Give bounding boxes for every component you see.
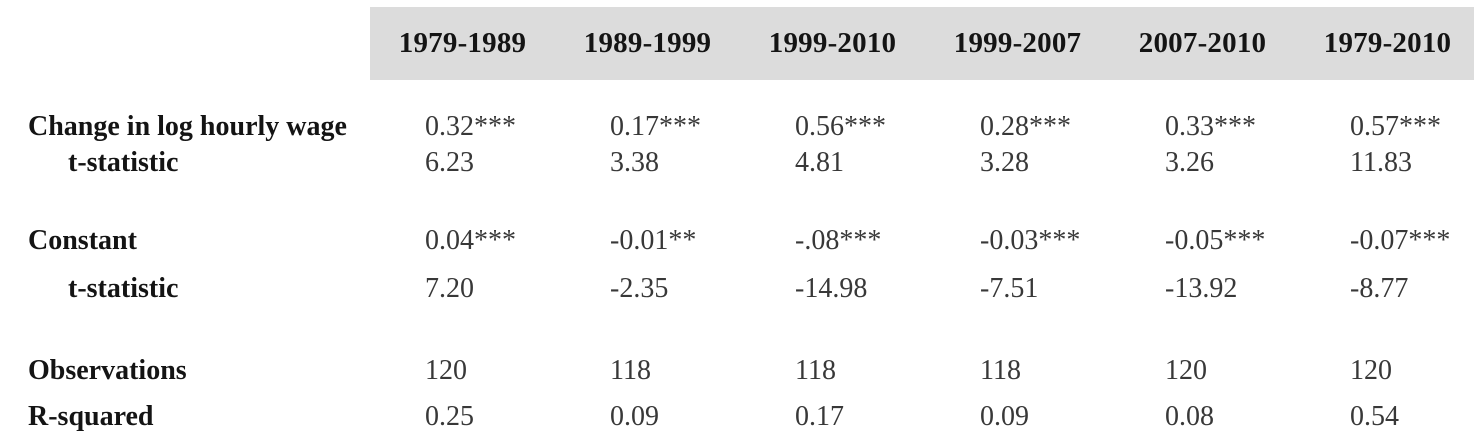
cell-value: 118 [610,355,651,386]
row-label: t-statistic [68,273,179,304]
table-row-observations: Observations 120 118 118 118 120 120 [0,354,1480,388]
row-label: Change in log hourly wage [28,111,347,142]
cell-value: 7.20 [425,273,474,304]
cell-value: 0.56*** [795,111,886,142]
cell-value: -8.77 [1350,273,1409,304]
row-label: t-statistic [68,147,179,178]
column-header-1999-2010: 1999-2010 [740,7,925,80]
cell-value: -0.01** [610,225,697,256]
cell-value: 118 [980,355,1021,386]
table-row-wage-tstatistic: t-statistic 6.23 3.38 4.81 3.28 3.26 11.… [0,146,1480,180]
table-row-wage-coefficient: Change in log hourly wage 0.32*** 0.17**… [0,110,1480,144]
table-row-r-squared: R-squared 0.25 0.09 0.17 0.09 0.08 0.54 [0,400,1480,434]
cell-value: -.08*** [795,225,882,256]
cell-value: 0.25 [425,401,474,432]
header-row: 1979-1989 1989-1999 1999-2010 1999-2007 … [0,7,1480,80]
cell-value: 0.04*** [425,225,516,256]
row-label: R-squared [28,401,154,432]
cell-value: -0.07*** [1350,225,1451,256]
column-header-1999-2007: 1999-2007 [925,7,1110,80]
column-header-2007-2010: 2007-2010 [1110,7,1295,80]
cell-value: 0.57*** [1350,111,1441,142]
cell-value: -0.03*** [980,225,1081,256]
cell-value: 0.08 [1165,401,1214,432]
cell-value: 0.09 [610,401,659,432]
regression-results-table: 1979-1989 1989-1999 1999-2010 1999-2007 … [0,7,1480,443]
cell-value: 0.28*** [980,111,1071,142]
cell-value: -2.35 [610,273,669,304]
cell-value: 6.23 [425,147,474,178]
cell-value: 0.09 [980,401,1029,432]
column-header-1979-2010: 1979-2010 [1295,7,1480,80]
table-row-constant: Constant 0.04*** -0.01** -.08*** -0.03**… [0,224,1480,258]
column-header-1989-1999: 1989-1999 [555,7,740,80]
cell-value: -7.51 [980,273,1039,304]
cell-value: 118 [795,355,836,386]
cell-value: 120 [1165,355,1207,386]
cell-value: 4.81 [795,147,844,178]
cell-value: -13.92 [1165,273,1238,304]
cell-value: 11.83 [1350,147,1412,178]
row-label: Constant [28,225,137,256]
cell-value: -0.05*** [1165,225,1266,256]
cell-value: 0.17*** [610,111,701,142]
cell-value: 120 [425,355,467,386]
row-label: Observations [28,355,187,386]
cell-value: 120 [1350,355,1392,386]
column-header-1979-1989: 1979-1989 [370,7,555,80]
cell-value: 3.38 [610,147,659,178]
cell-value: 3.28 [980,147,1029,178]
cell-value: 0.32*** [425,111,516,142]
cell-value: -14.98 [795,273,868,304]
cell-value: 0.17 [795,401,844,432]
table-row-constant-tstatistic: t-statistic 7.20 -2.35 -14.98 -7.51 -13.… [0,272,1480,306]
cell-value: 0.33*** [1165,111,1256,142]
cell-value: 0.54 [1350,401,1399,432]
cell-value: 3.26 [1165,147,1214,178]
